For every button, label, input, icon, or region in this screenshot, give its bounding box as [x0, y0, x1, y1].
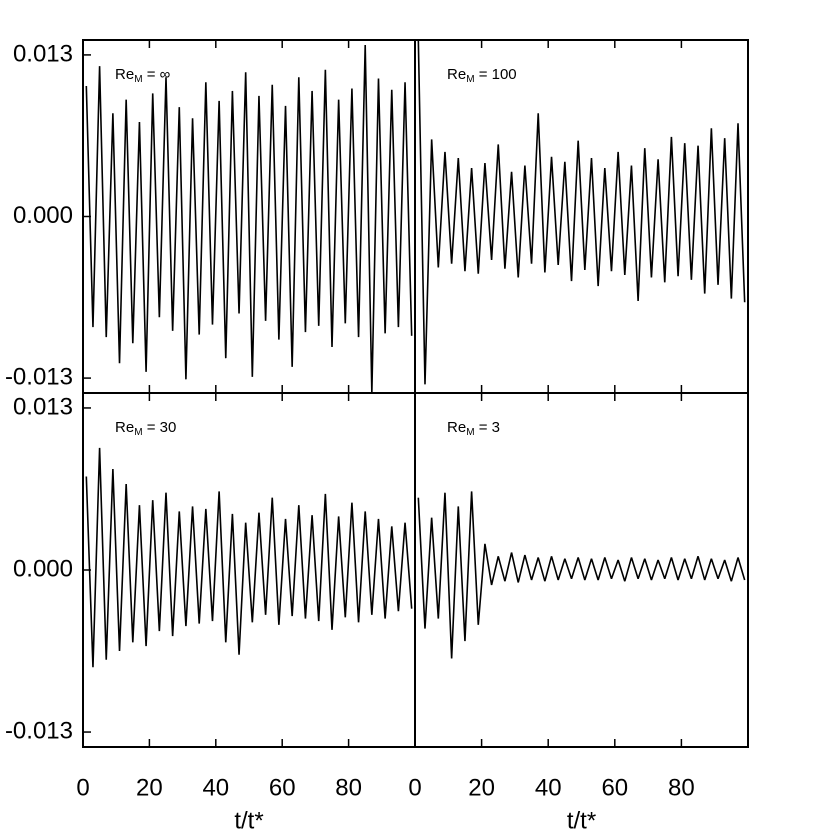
panel-label-part: Re — [115, 419, 134, 436]
x-axis-label: t/t* — [234, 807, 263, 830]
x-axis-label: t/t* — [567, 807, 596, 830]
panel-label: ReM = 3 — [447, 419, 500, 438]
x-tick-label: 0 — [408, 774, 421, 801]
y-tick-label: -0.013 — [5, 717, 73, 744]
panel-label-part: M — [134, 427, 142, 438]
panel-label-part: Re — [447, 419, 466, 436]
panel-label-part: M — [466, 74, 474, 85]
signal-line — [85, 44, 413, 394]
y-tick-label: 0.000 — [13, 202, 73, 229]
panel-label-part: M — [466, 427, 474, 438]
panel-label-part: = 3 — [475, 419, 500, 436]
signal-line — [85, 447, 413, 668]
panel-label-part: = ∞ — [143, 66, 171, 83]
panel-label: ReM = 100 — [447, 66, 517, 85]
y-tick-label: -0.013 — [5, 363, 73, 390]
signal-line — [417, 39, 746, 385]
panel-label-part: Re — [115, 66, 134, 83]
signal-line — [417, 491, 746, 659]
y-tick-label: 0.013 — [13, 393, 73, 420]
panel-label-part: = 30 — [143, 419, 177, 436]
panel-label: ReM = ∞ — [115, 66, 171, 85]
y-tick-label: 0.013 — [13, 40, 73, 67]
x-tick-label: 60 — [269, 774, 296, 801]
panel-label: ReM = 30 — [115, 419, 176, 438]
panel-label-part: Re — [447, 66, 466, 83]
panel-frame — [414, 392, 749, 748]
x-tick-label: 60 — [601, 774, 628, 801]
x-tick-label: 80 — [668, 774, 695, 801]
x-tick-label: 40 — [535, 774, 562, 801]
x-tick-label: 80 — [335, 774, 362, 801]
panel-label-part: M — [134, 74, 142, 85]
x-tick-label: 20 — [468, 774, 495, 801]
panel-label-part: = 100 — [475, 66, 517, 83]
x-tick-label: 40 — [202, 774, 229, 801]
x-tick-label: 0 — [76, 774, 89, 801]
y-tick-label: 0.000 — [13, 555, 73, 582]
x-tick-label: 20 — [136, 774, 163, 801]
